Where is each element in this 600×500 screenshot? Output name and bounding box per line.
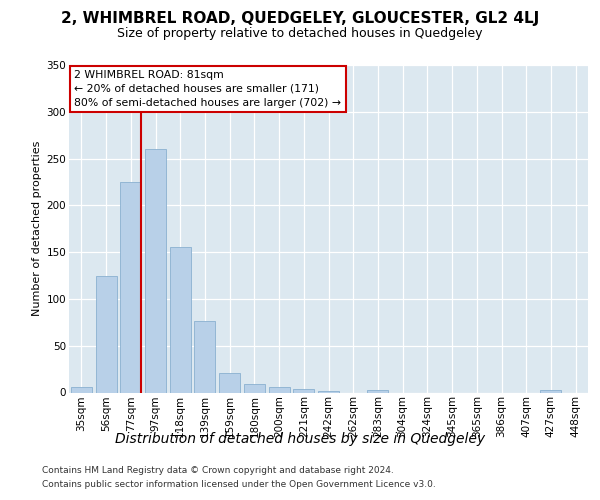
Bar [95, 276, 116, 392]
Bar [194, 322, 215, 392]
Bar [293, 389, 314, 392]
Bar [145, 149, 166, 392]
Text: Distribution of detached houses by size in Quedgeley: Distribution of detached houses by size … [115, 432, 485, 446]
Bar [541, 390, 562, 392]
Bar [71, 387, 92, 392]
Bar [269, 387, 290, 392]
Bar [318, 390, 339, 392]
Text: Contains public sector information licensed under the Open Government Licence v3: Contains public sector information licen… [42, 480, 436, 489]
Bar [367, 390, 388, 392]
Text: 2, WHIMBREL ROAD, QUEDGELEY, GLOUCESTER, GL2 4LJ: 2, WHIMBREL ROAD, QUEDGELEY, GLOUCESTER,… [61, 11, 539, 26]
Bar [120, 182, 141, 392]
Bar [170, 248, 191, 392]
Y-axis label: Number of detached properties: Number of detached properties [32, 141, 43, 316]
Text: Contains HM Land Registry data © Crown copyright and database right 2024.: Contains HM Land Registry data © Crown c… [42, 466, 394, 475]
Bar [244, 384, 265, 392]
Bar [219, 373, 240, 392]
Text: 2 WHIMBREL ROAD: 81sqm
← 20% of detached houses are smaller (171)
80% of semi-de: 2 WHIMBREL ROAD: 81sqm ← 20% of detached… [74, 70, 341, 108]
Text: Size of property relative to detached houses in Quedgeley: Size of property relative to detached ho… [117, 28, 483, 40]
